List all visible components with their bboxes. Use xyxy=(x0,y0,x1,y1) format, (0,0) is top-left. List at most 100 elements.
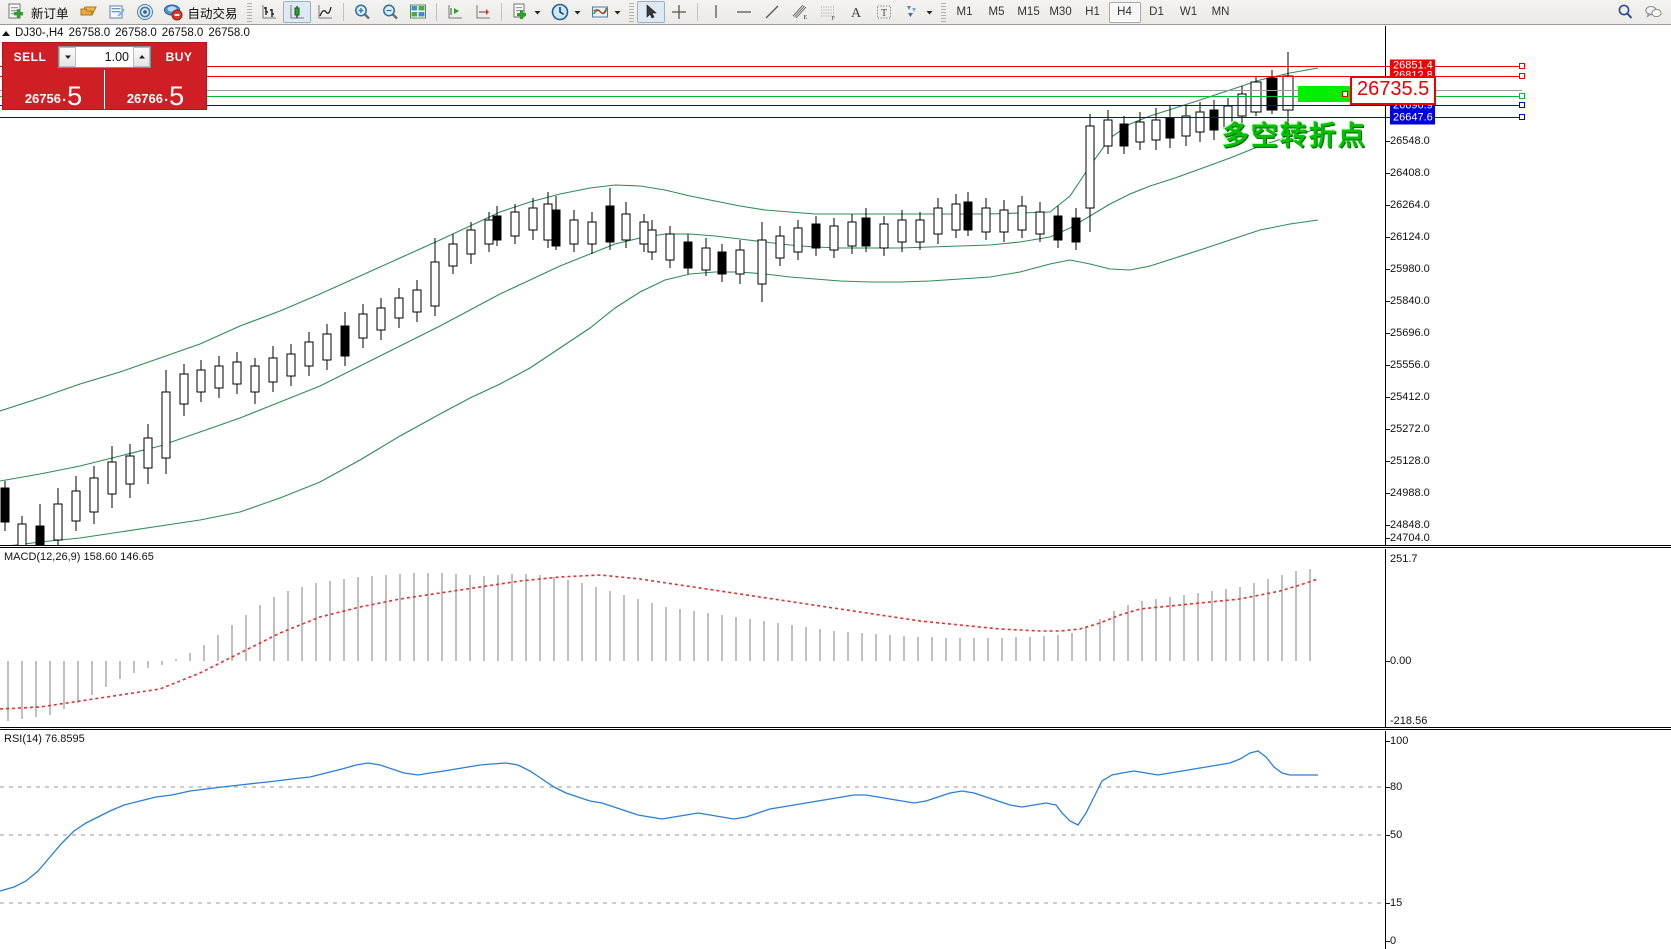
level-handle-26851[interactable] xyxy=(1519,63,1525,69)
rsi-pane[interactable]: RSI(14) 76.8595 100 80 50 15 0 xyxy=(0,731,1528,949)
toolbar-grip-2[interactable] xyxy=(628,2,634,22)
zoom-out-button[interactable] xyxy=(376,1,404,23)
signal-button[interactable] xyxy=(131,1,159,23)
volume-decrement-button[interactable] xyxy=(59,46,76,67)
chart-autoscroll-button[interactable] xyxy=(469,1,497,23)
macd-axis[interactable]: 251.7 0.00 -218.56 xyxy=(1385,549,1528,727)
chevron-down-icon[interactable] xyxy=(573,8,582,17)
line-chart-button[interactable] xyxy=(311,1,339,23)
level-handle-26647[interactable] xyxy=(1519,114,1525,120)
rsi-axis[interactable]: 100 80 50 15 0 xyxy=(1385,731,1528,949)
templates-button[interactable] xyxy=(586,1,626,23)
chat-button[interactable] xyxy=(1639,1,1667,23)
new-order-button[interactable]: 新订单 xyxy=(2,1,75,23)
indicators-button[interactable] xyxy=(506,1,546,23)
chevron-down-icon[interactable] xyxy=(613,8,622,17)
toolbar-grip[interactable] xyxy=(246,2,252,22)
chart-shift-button[interactable] xyxy=(441,1,469,23)
chevron-down-icon[interactable] xyxy=(533,8,542,17)
sell-price-fraction: 5 xyxy=(67,80,83,111)
price-tag-callout[interactable]: 26735.5 xyxy=(1350,76,1437,105)
price-tag-handle[interactable] xyxy=(1342,91,1348,97)
period-icon xyxy=(551,3,568,21)
pane-separator-macd-rsi[interactable] xyxy=(0,727,1671,730)
level-handle-26735[interactable] xyxy=(1519,93,1525,99)
timeframe-h4[interactable]: H4 xyxy=(1108,1,1141,23)
symbol-ohlc-bar: DJ30-,H4 26758.0 26758.0 26758.0 26758.0 xyxy=(0,26,250,40)
horizontal-line-button[interactable] xyxy=(730,1,758,23)
one-click-trading-panel[interactable]: SELL 1.00 BUY 26756 . 5 xyxy=(2,42,207,110)
cursor-button[interactable] xyxy=(636,1,665,23)
chat-icon xyxy=(1645,6,1662,18)
volume-increment-button[interactable] xyxy=(133,46,150,67)
trendline-button[interactable] xyxy=(758,1,786,23)
svg-text:A: A xyxy=(850,6,861,21)
data-window-button[interactable] xyxy=(404,1,432,23)
search-button[interactable] xyxy=(1611,1,1639,23)
profile-button[interactable] xyxy=(103,1,131,23)
level-line-26735[interactable] xyxy=(0,96,1522,97)
timeframe-m1[interactable]: M1 xyxy=(956,6,973,18)
chevron-down-icon[interactable] xyxy=(925,8,934,17)
crosshair-button[interactable] xyxy=(665,1,693,23)
level-handle-26696[interactable] xyxy=(1519,102,1525,108)
pane-separator-price-macd[interactable] xyxy=(0,545,1671,548)
rsi-label: RSI(14) 76.8595 xyxy=(4,733,85,745)
buy-button[interactable]: BUY xyxy=(155,45,203,68)
buy-price[interactable]: 26766 . 5 xyxy=(104,70,206,109)
level-tag-26647[interactable]: 26647.6 xyxy=(1390,111,1435,125)
zoom-in-button[interactable] xyxy=(348,1,376,23)
timeframe-mn[interactable]: MN xyxy=(1211,6,1230,18)
chinese-annotation-text[interactable]: 多空转折点 xyxy=(1222,121,1367,152)
level-handle-26812[interactable] xyxy=(1519,73,1525,79)
timeframe-m5[interactable]: M5 xyxy=(988,6,1005,18)
text-label-button[interactable]: T xyxy=(870,1,898,23)
level-line-26647[interactable] xyxy=(0,117,1522,118)
objects-button[interactable] xyxy=(898,1,938,23)
equidistant-channel-button[interactable]: E xyxy=(786,1,814,23)
toolbar-separator-4 xyxy=(696,3,698,21)
toolbar-separator-2 xyxy=(435,3,437,21)
timeframe-h1[interactable]: H1 xyxy=(1085,6,1100,18)
indicators-icon xyxy=(513,3,526,20)
fibonacci-button[interactable]: F xyxy=(814,1,842,23)
chart-canvas-area[interactable]: 多空转折点 26735.5 26851.4 26812.8 26758.0 26… xyxy=(0,26,1671,949)
level-line-26851[interactable] xyxy=(0,66,1522,67)
ohlc-low: 26758.0 xyxy=(161,27,204,39)
level-line-26696[interactable] xyxy=(0,105,1522,106)
timeframe-m15[interactable]: M15 xyxy=(1017,6,1040,18)
level-line-26758[interactable] xyxy=(0,90,1522,91)
chevron-down-icon xyxy=(64,55,71,59)
volume-stepper[interactable]: 1.00 xyxy=(58,45,151,68)
level-line-26812[interactable] xyxy=(0,76,1522,77)
price-tick-label: 24704.0 xyxy=(1390,532,1430,544)
autotrading-button[interactable]: 自动交易 xyxy=(159,1,244,23)
zoom-in-icon xyxy=(354,4,370,20)
level-tag-26851[interactable]: 26851.4 xyxy=(1390,59,1435,73)
toolbar-grip-3[interactable] xyxy=(940,2,946,22)
timeframe-w1[interactable]: W1 xyxy=(1179,6,1198,18)
price-tick-label: 26124.0 xyxy=(1390,231,1430,243)
sell-button[interactable]: SELL xyxy=(6,45,54,68)
collapse-triangle-icon[interactable] xyxy=(2,30,10,36)
folder-button[interactable] xyxy=(75,1,103,23)
volume-value[interactable]: 1.00 xyxy=(104,49,129,64)
period-button[interactable] xyxy=(546,1,586,23)
macd-tick-label: 251.7 xyxy=(1390,553,1418,565)
text-button[interactable]: A xyxy=(842,1,870,23)
price-tick-label: 26408.0 xyxy=(1390,167,1430,179)
bar-chart-button[interactable] xyxy=(255,1,283,23)
ohlc-close: 26758.0 xyxy=(208,27,250,39)
timeframe-d1[interactable]: D1 xyxy=(1149,6,1164,18)
toolbar-separator-1 xyxy=(342,3,344,21)
macd-pane[interactable]: MACD(12,26,9) 158.60 146.65 xyxy=(0,549,1528,727)
text-icon: A xyxy=(850,6,861,21)
svg-text:E: E xyxy=(803,15,807,21)
vertical-line-button[interactable] xyxy=(702,1,730,23)
rsi-tick-label: 100 xyxy=(1390,735,1409,747)
sell-price[interactable]: 26756 . 5 xyxy=(3,70,104,109)
price-pane[interactable]: 多空转折点 26735.5 26851.4 26812.8 26758.0 26… xyxy=(0,26,1528,560)
buy-price-integer: 26766 xyxy=(126,91,163,106)
candlestick-chart-button[interactable] xyxy=(282,1,311,23)
timeframe-m30[interactable]: M30 xyxy=(1049,6,1072,18)
